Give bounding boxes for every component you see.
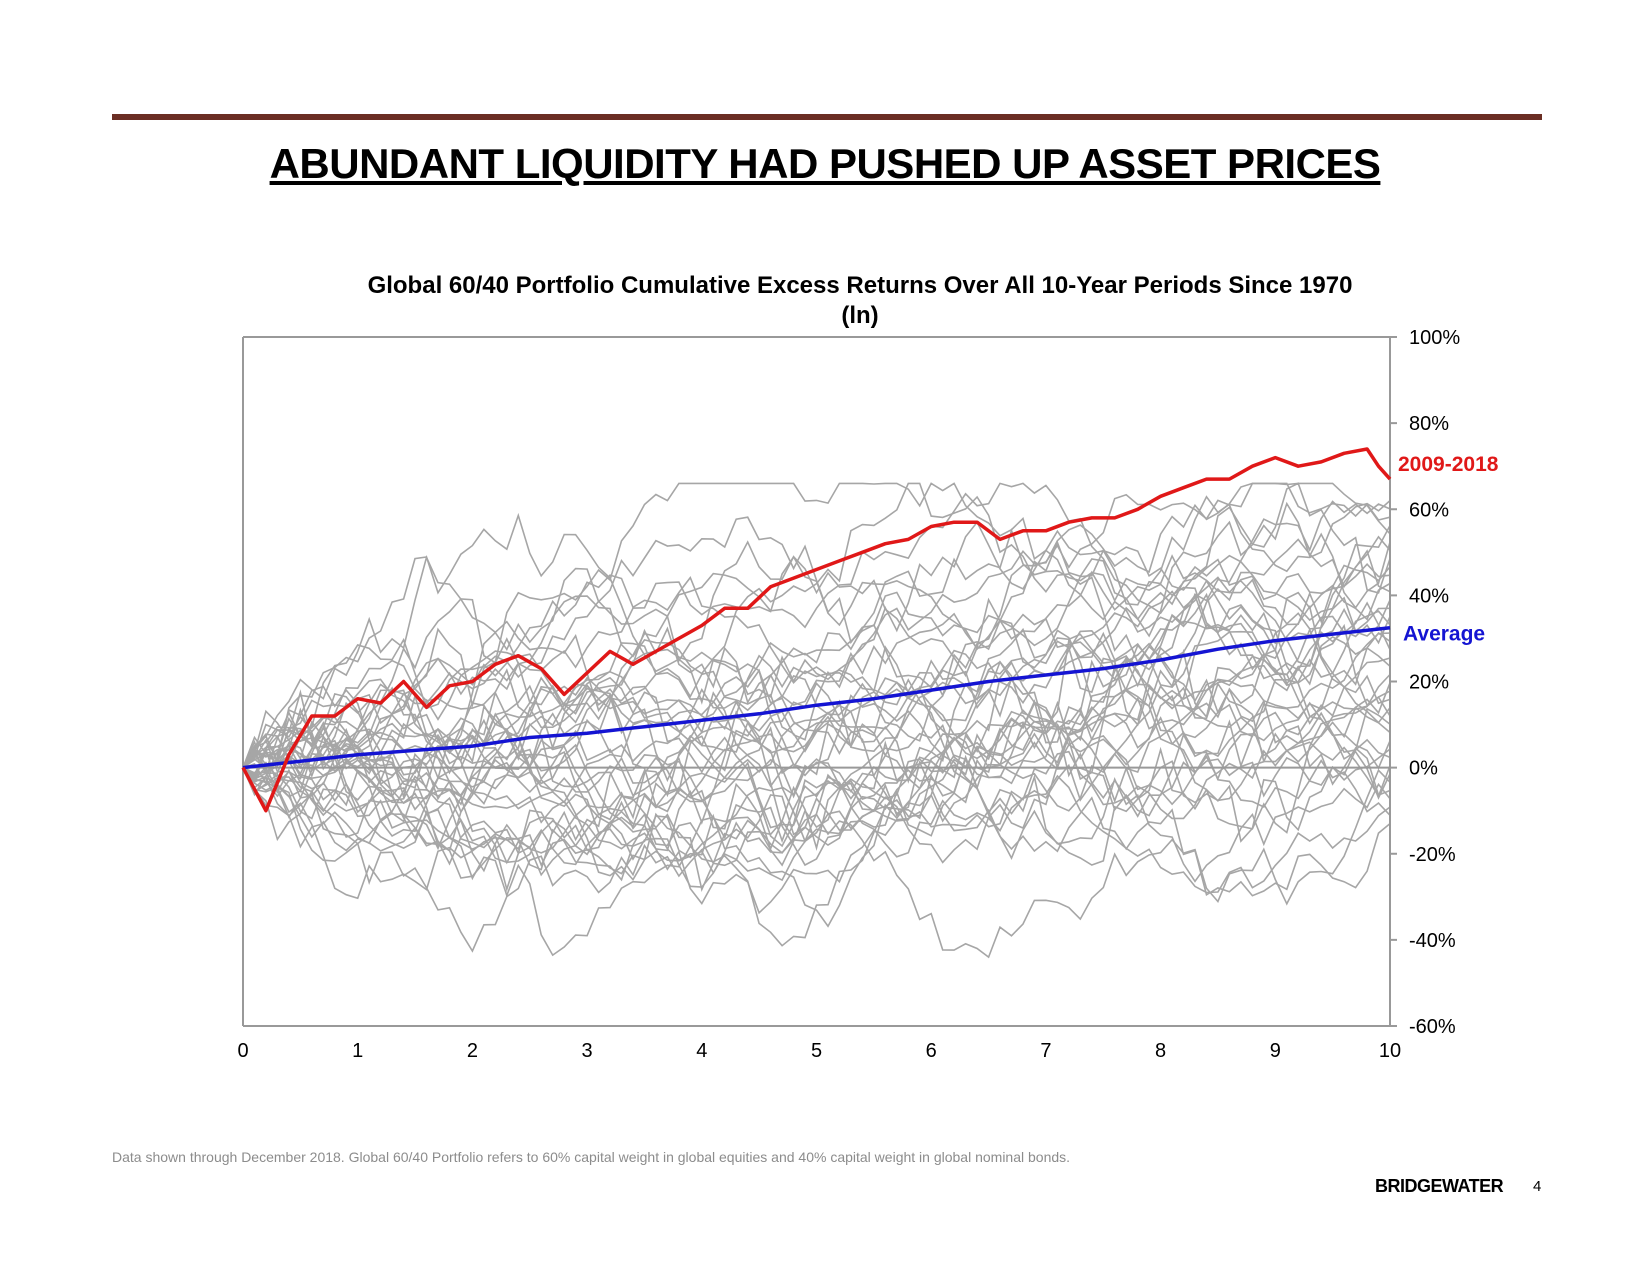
x-tick-label: 7 bbox=[1040, 1040, 1051, 1062]
page-title: ABUNDANT LIQUIDITY HAD PUSHED UP ASSET P… bbox=[269, 140, 1381, 187]
y-tick-label: 40% bbox=[1409, 585, 1449, 607]
background-series-line bbox=[242, 563, 1391, 769]
y-tick-label: 20% bbox=[1409, 672, 1449, 694]
background-series-line bbox=[242, 482, 1391, 793]
background-series-line bbox=[242, 706, 1391, 879]
background-series-line bbox=[242, 657, 1391, 953]
x-tick-label: 6 bbox=[926, 1040, 937, 1062]
background-series-line bbox=[242, 512, 1391, 768]
background-series-group bbox=[242, 482, 1391, 959]
background-series-line bbox=[242, 482, 1391, 769]
x-tick-label: 3 bbox=[582, 1040, 593, 1062]
background-series-line bbox=[242, 612, 1391, 862]
top-rule-bar bbox=[112, 114, 1542, 120]
x-tick-label: 10 bbox=[1379, 1040, 1401, 1062]
highlight-series-line bbox=[241, 447, 1392, 813]
background-series-line bbox=[242, 685, 1391, 883]
y-tick-label: -60% bbox=[1409, 1016, 1456, 1038]
background-series-line bbox=[242, 616, 1391, 882]
chart-title: Global 60/40 Portfolio Cumulative Excess… bbox=[367, 272, 1353, 299]
background-series-line bbox=[242, 645, 1391, 798]
page-number: 4 bbox=[1533, 1178, 1542, 1195]
x-tick-label: 1 bbox=[352, 1040, 363, 1062]
background-series-line bbox=[242, 688, 1391, 877]
x-tick-label: 9 bbox=[1270, 1040, 1281, 1062]
background-series-line bbox=[242, 482, 1391, 768]
background-series-line bbox=[242, 535, 1391, 893]
x-tick-label: 2 bbox=[467, 1040, 478, 1062]
x-tick-label: 8 bbox=[1155, 1040, 1166, 1062]
background-series-line bbox=[242, 660, 1391, 793]
background-series-line bbox=[242, 681, 1391, 928]
background-series-line bbox=[242, 623, 1391, 882]
axis-labels-group: 0 1 2 3 4 5 6 7 8 9 10 100% 80% 60% 40% 20% 0% -20% -40% -6… bbox=[237, 327, 1498, 1062]
y-tick-label: 60% bbox=[1409, 499, 1449, 521]
y-tick-label: 100% bbox=[1409, 327, 1460, 349]
y-tick-label: 0% bbox=[1409, 758, 1438, 780]
main-series-group bbox=[241, 447, 1392, 813]
footnote: Data shown through December 2018. Global… bbox=[112, 1149, 1071, 1165]
background-series-line bbox=[242, 627, 1391, 790]
x-tick-label: 0 bbox=[237, 1040, 248, 1062]
chart-title-block: Global 60/40 Portfolio Cumulative Excess… bbox=[330, 271, 1390, 331]
top-rule bbox=[112, 114, 1542, 120]
background-series-line bbox=[242, 500, 1391, 893]
background-series-line bbox=[242, 493, 1391, 786]
background-series-line bbox=[242, 635, 1391, 882]
line-chart: 0 1 2 3 4 5 6 7 8 9 10 100% 80% 60% 40% 20% 0% -20% -40% -6… bbox=[237, 327, 1498, 1062]
background-series-line bbox=[242, 767, 1391, 900]
y-tick-label: -20% bbox=[1409, 844, 1456, 866]
chart-frame bbox=[242, 336, 1397, 1027]
highlight-series-label: 2009-2018 bbox=[1398, 453, 1499, 476]
x-tick-label: 5 bbox=[811, 1040, 822, 1062]
average-series-label: Average bbox=[1403, 623, 1485, 646]
y-tick-label: -40% bbox=[1409, 930, 1456, 952]
brand-logo: BRIDGEWATER bbox=[1375, 1176, 1504, 1196]
x-tick-label: 4 bbox=[696, 1040, 707, 1062]
y-tick-label: 80% bbox=[1409, 413, 1449, 435]
chart-subtitle: (ln) bbox=[841, 302, 879, 329]
background-series-line bbox=[242, 558, 1391, 801]
background-series-line bbox=[242, 673, 1391, 915]
average-series-line bbox=[242, 625, 1391, 770]
